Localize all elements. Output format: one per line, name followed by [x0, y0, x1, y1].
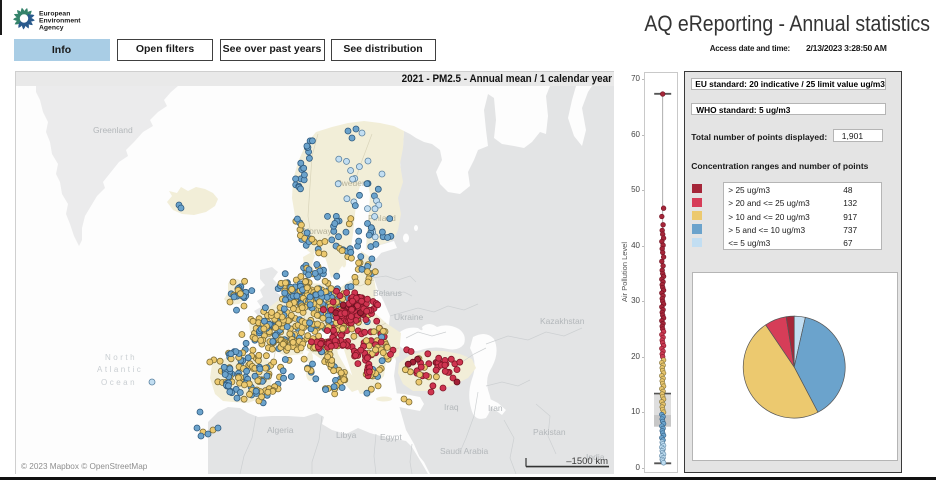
- svg-text:Iraq: Iraq: [444, 402, 459, 412]
- svg-text:Environment: Environment: [39, 18, 81, 25]
- svg-text:North: North: [105, 353, 137, 362]
- svg-text:Finland: Finland: [368, 213, 396, 223]
- svg-text:Sweden: Sweden: [336, 178, 367, 188]
- svg-text:–1500 km: –1500 km: [566, 456, 608, 467]
- svg-text:Atlantic: Atlantic: [97, 365, 143, 374]
- svg-text:Egypt: Egypt: [380, 432, 402, 442]
- svg-text:Belarus: Belarus: [373, 288, 402, 298]
- svg-text:Iran: Iran: [488, 403, 503, 413]
- svg-text:Norway: Norway: [303, 226, 333, 236]
- svg-text:Greenland: Greenland: [93, 125, 133, 135]
- svg-text:Pakistan: Pakistan: [533, 427, 566, 437]
- svg-text:Saudi Arabia: Saudi Arabia: [440, 446, 488, 456]
- svg-text:Algeria: Algeria: [267, 425, 294, 435]
- svg-text:European: European: [39, 11, 70, 18]
- svg-text:Kazakhstan: Kazakhstan: [540, 316, 585, 326]
- svg-text:Ukraine: Ukraine: [394, 312, 424, 322]
- svg-text:Libya: Libya: [336, 430, 357, 440]
- svg-text:Ocean: Ocean: [101, 378, 137, 387]
- svg-text:India: India: [586, 452, 605, 462]
- svg-text:Agency: Agency: [39, 25, 64, 32]
